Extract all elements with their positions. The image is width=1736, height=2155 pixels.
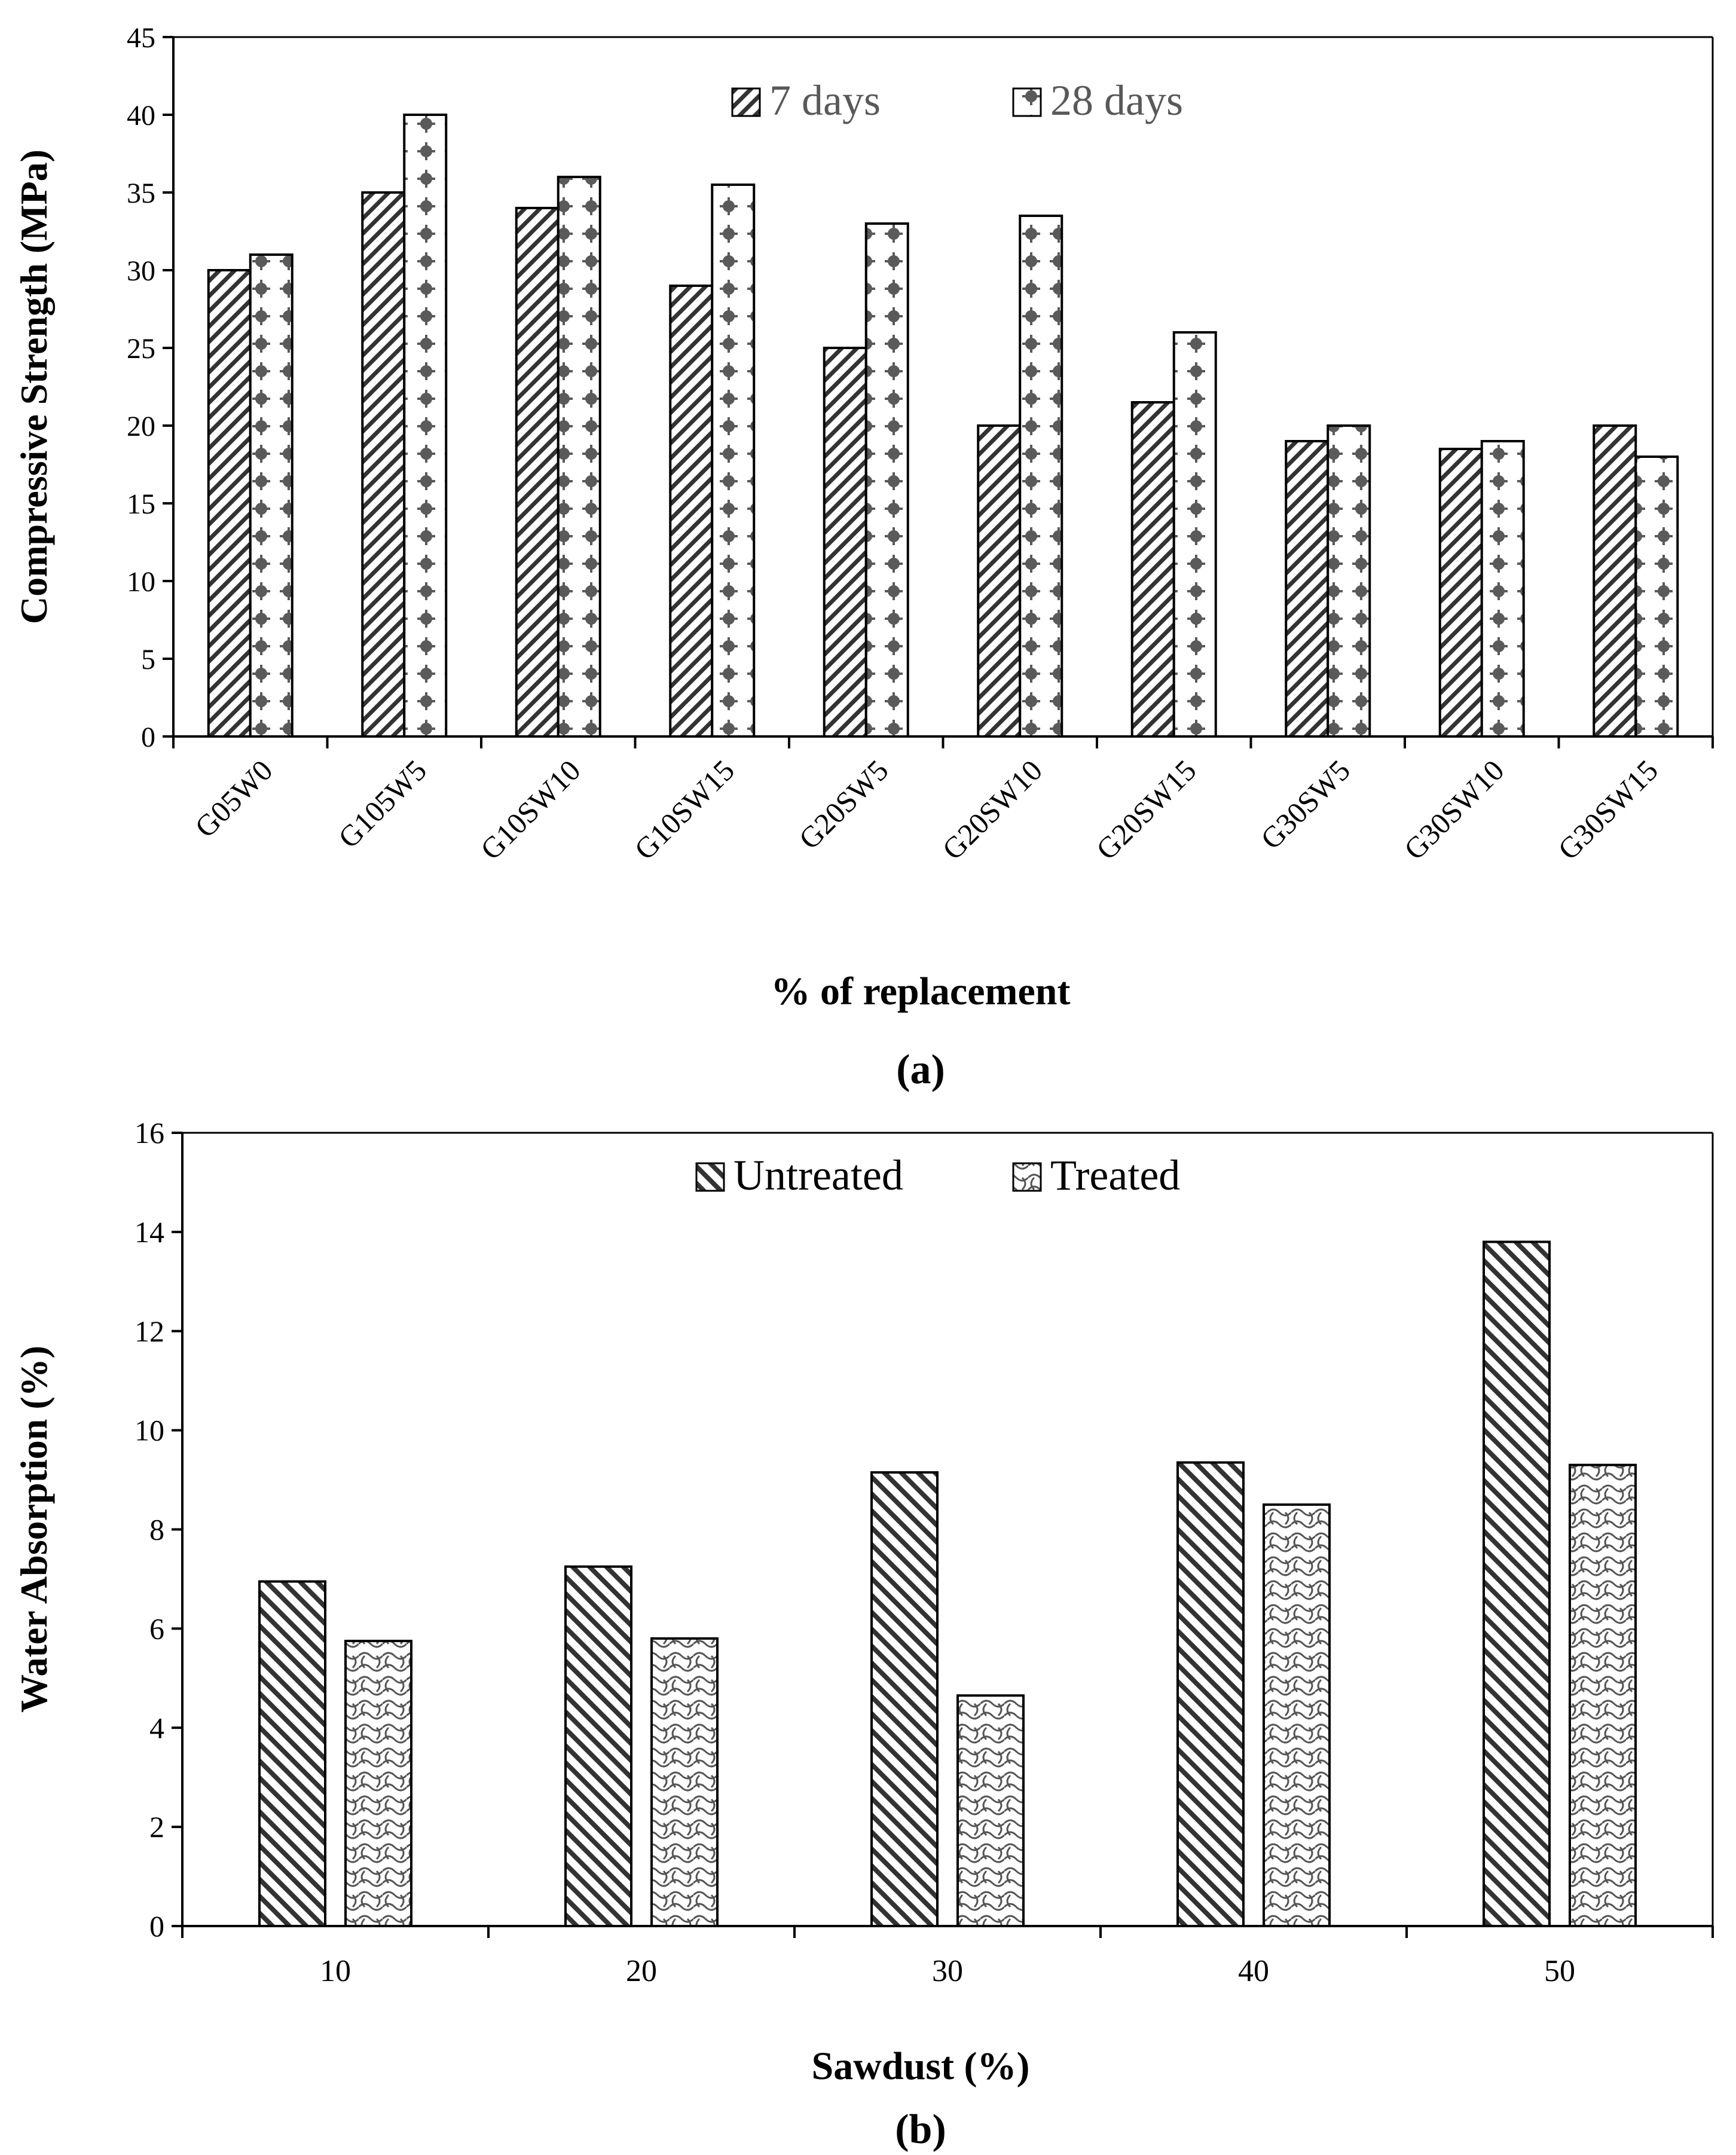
x-tick-label: G05W0 bbox=[188, 753, 279, 844]
y-tick-label: 25 bbox=[127, 333, 155, 365]
x-tick-label: 50 bbox=[1544, 1954, 1575, 1988]
y-tick-label: 40 bbox=[127, 100, 155, 132]
y-tick-label: 6 bbox=[149, 1612, 164, 1645]
legend-label-treated: Treated bbox=[1050, 1151, 1180, 1199]
y-tick-label: 8 bbox=[149, 1513, 164, 1546]
y-tick-label: 16 bbox=[135, 1116, 164, 1150]
x-tick-label: G105W5 bbox=[332, 753, 433, 854]
y-tick-label: 12 bbox=[135, 1315, 164, 1348]
bar-treated-50 bbox=[1569, 1463, 1637, 1927]
bar-7-days-g30sw15 bbox=[1593, 424, 1637, 738]
bar-7-days-g20sw15 bbox=[1130, 401, 1175, 738]
y-tick-label: 14 bbox=[135, 1215, 164, 1249]
bar-28-days-g20sw5 bbox=[864, 222, 909, 738]
bar-28-days-g30sw15 bbox=[1634, 456, 1679, 738]
bar-untreated-30 bbox=[870, 1471, 939, 1927]
chart-b: 0 2 4 6 8 10 12 14 16 10 20 30 40 50 Untreated Treat… bbox=[13, 1116, 1714, 2153]
panel-label-a: (a) bbox=[896, 1047, 945, 1093]
y-tick-label: 0 bbox=[141, 722, 155, 753]
legend-swatch-28-days bbox=[1012, 87, 1042, 117]
bar-28-days-g30sw5 bbox=[1327, 424, 1371, 738]
y-tick-label: 35 bbox=[127, 178, 155, 209]
x-tick-label: 10 bbox=[320, 1954, 351, 1988]
bars-b bbox=[258, 1240, 1637, 1928]
y-ticks-b: 0 2 4 6 8 10 12 14 16 bbox=[135, 1116, 182, 1943]
x-tick-label: G30SW5 bbox=[1254, 753, 1356, 855]
legend-b: Untreated Treated bbox=[695, 1151, 1180, 1199]
x-tick-label: G30SW15 bbox=[1551, 753, 1664, 866]
bar-7-days-g30sw5 bbox=[1285, 440, 1329, 738]
bar-untreated-10 bbox=[258, 1580, 326, 1928]
bar-7-days-g30sw10 bbox=[1438, 448, 1483, 738]
chart-a: 0 5 10 15 20 25 30 35 40 45 G05W0 G105W5 G10SW10 G10… bbox=[13, 22, 1714, 1093]
bar-treated-20 bbox=[650, 1637, 719, 1927]
bar-28-days-g10sw10 bbox=[557, 176, 601, 738]
legend-swatch-treated bbox=[1012, 1162, 1042, 1192]
x-tick-label: G20SW5 bbox=[792, 753, 894, 855]
bar-7-days-g05w0 bbox=[207, 269, 252, 738]
bar-28-days-g05w0 bbox=[249, 253, 294, 738]
legend-label-7-days: 7 days bbox=[769, 77, 881, 124]
y-tick-label: 30 bbox=[127, 255, 155, 287]
legend-label-28-days: 28 days bbox=[1050, 77, 1183, 124]
bars-a bbox=[207, 114, 1679, 738]
bar-7-days-g105w5 bbox=[361, 191, 406, 738]
bar-7-days-g10sw15 bbox=[669, 285, 714, 738]
y-axis-label-a: Compressive Strength (MPa) bbox=[13, 149, 55, 624]
bar-28-days-g20sw10 bbox=[1019, 215, 1063, 738]
bar-treated-30 bbox=[956, 1694, 1025, 1927]
legend-swatch-untreated bbox=[695, 1162, 725, 1192]
bar-treated-40 bbox=[1263, 1503, 1331, 1927]
x-tick-label: G30SW10 bbox=[1398, 753, 1511, 866]
y-tick-label: 2 bbox=[149, 1810, 164, 1844]
bar-7-days-g20sw5 bbox=[823, 347, 867, 738]
y-ticks-a: 0 5 10 15 20 25 30 35 40 45 bbox=[127, 22, 173, 753]
bar-untreated-50 bbox=[1483, 1240, 1551, 1927]
x-axis-label-b: Sawdust (%) bbox=[812, 2044, 1030, 2088]
y-tick-label: 5 bbox=[141, 644, 155, 675]
x-ticks-b: 10 20 30 40 50 bbox=[181, 1926, 1714, 1988]
legend-swatch-7-days bbox=[731, 87, 761, 117]
bar-7-days-g10sw10 bbox=[515, 207, 560, 738]
bar-28-days-g105w5 bbox=[403, 114, 448, 738]
bar-untreated-40 bbox=[1176, 1461, 1245, 1928]
bar-treated-10 bbox=[344, 1640, 412, 1927]
legend-label-untreated: Untreated bbox=[733, 1151, 903, 1199]
y-tick-label: 10 bbox=[127, 566, 155, 598]
x-axis-label-a: % of replacement bbox=[771, 970, 1071, 1013]
y-tick-label: 45 bbox=[127, 22, 155, 54]
y-axis-label-b: Water Absorption (%) bbox=[13, 1346, 55, 1713]
y-tick-label: 15 bbox=[127, 488, 155, 520]
bar-7-days-g20sw10 bbox=[977, 424, 1022, 738]
y-tick-label: 4 bbox=[149, 1711, 164, 1744]
y-tick-label: 0 bbox=[149, 1909, 164, 1943]
x-ticks-a: G05W0 G105W5 G10SW10 G10SW15 G20SW5 G20SW10 G2… bbox=[172, 736, 1714, 866]
legend-a: 7 days 28 days bbox=[731, 77, 1183, 124]
x-tick-label: G10SW15 bbox=[628, 753, 741, 866]
x-tick-label: G10SW10 bbox=[474, 753, 587, 866]
y-tick-label: 20 bbox=[127, 411, 155, 442]
bar-28-days-g10sw15 bbox=[711, 184, 756, 738]
bar-28-days-g20sw15 bbox=[1172, 331, 1217, 738]
y-tick-label: 10 bbox=[135, 1414, 164, 1447]
bar-28-days-g30sw10 bbox=[1480, 440, 1525, 738]
panel-label-b: (b) bbox=[895, 2107, 946, 2153]
bar-untreated-20 bbox=[564, 1565, 632, 1927]
x-tick-label: G20SW10 bbox=[936, 753, 1049, 866]
x-tick-label: 40 bbox=[1238, 1954, 1269, 1988]
x-tick-label: 30 bbox=[932, 1954, 963, 1988]
x-tick-label: G20SW15 bbox=[1090, 753, 1203, 866]
x-tick-label: 20 bbox=[626, 1954, 657, 1988]
